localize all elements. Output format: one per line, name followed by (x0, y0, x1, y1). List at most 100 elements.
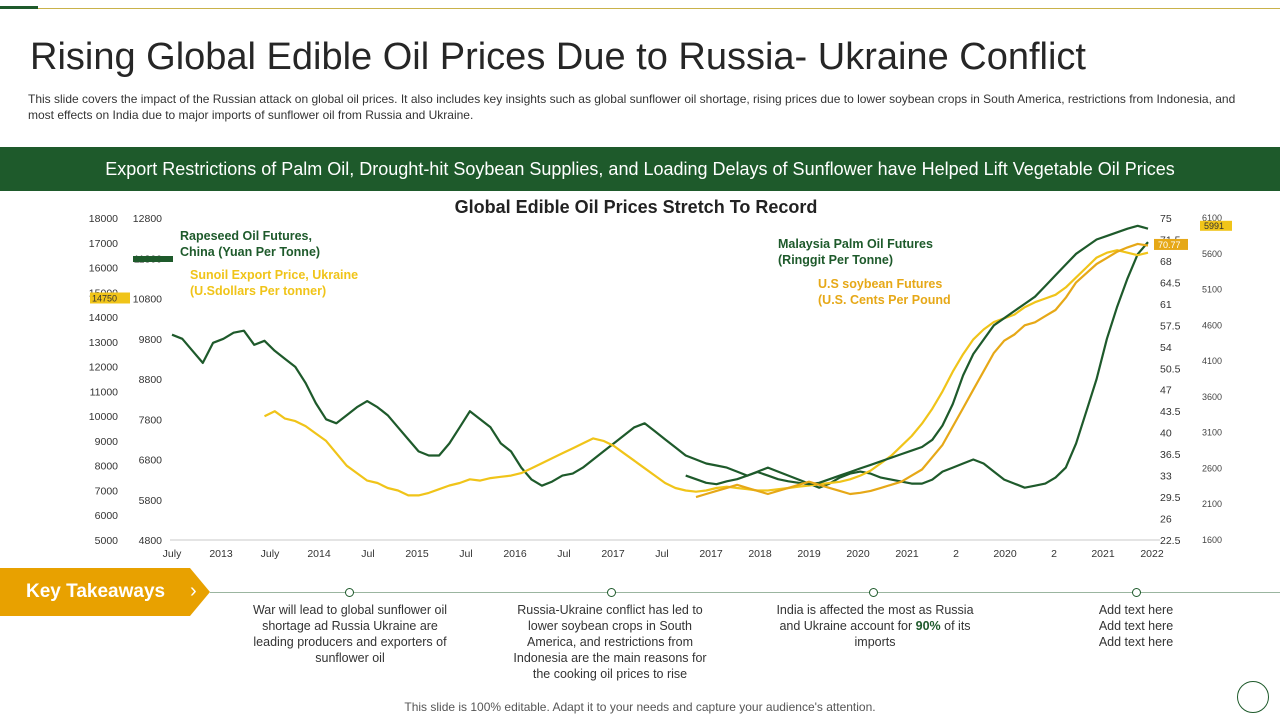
x-tick-label: 2 (953, 548, 959, 560)
series-line (171, 241, 1149, 489)
right-inner-tick-label: 47 (1160, 385, 1172, 397)
left-inner-tick-label: 10800 (133, 294, 162, 306)
series-lines (171, 224, 1149, 499)
right-inner-tick-label: 29.5 (1160, 492, 1181, 504)
timeline-dot (607, 588, 616, 597)
left-inner-tick-label: 8800 (139, 374, 163, 386)
page-description: This slide covers the impact of the Russ… (28, 92, 1236, 122)
takeaway-2: Russia-Ukraine conflict has led to lower… (513, 603, 707, 681)
right-outer-tick-label: 4100 (1202, 356, 1222, 366)
takeaway-3: India is affected the most as Russia and… (776, 603, 974, 649)
right-inner-marker (1154, 238, 1188, 250)
series-line (264, 249, 1149, 497)
left-inner-axis: 128001180010800980088007800680058004800 (133, 213, 162, 547)
highlight-banner: Export Restrictions of Palm Oil, Drought… (0, 147, 1280, 191)
right-inner-tick-label: 36.5 (1160, 449, 1181, 461)
right-outer-marker (1200, 220, 1232, 231)
takeaway-4: Add text here Add text here Add text here (1098, 603, 1174, 649)
chart-title: Global Edible Oil Prices Stretch To Reco… (455, 197, 818, 217)
top-accent (0, 6, 38, 9)
x-tick-label: 2022 (1140, 548, 1164, 560)
chevron-right-icon: › (190, 580, 197, 602)
legend-swatch (133, 256, 173, 262)
x-tick-label: 2020 (993, 548, 1017, 560)
banner-text: Export Restrictions of Palm Oil, Drought… (105, 158, 1175, 179)
timeline-dot (345, 588, 354, 597)
chart-legend: Rapeseed Oil Futures, China (Yuan Per Ton… (133, 229, 951, 307)
left-outer-tick-label: 17000 (89, 238, 118, 250)
timeline-dot (869, 588, 878, 597)
x-tick-label: July (163, 548, 182, 560)
x-axis-ticks: July 2013 July 2014 Jul 2015 Jul 2016 Jul 2017 Jul… (163, 548, 1164, 560)
takeaway-highlight: 90% (915, 619, 941, 633)
right-inner-tick-label: 54 (1160, 342, 1172, 354)
left-outer-tick-label: 12000 (89, 362, 118, 374)
right-outer-tick-label: 2100 (1202, 499, 1222, 509)
axis-markers: 14750 70.77 5991 (90, 220, 1232, 304)
legend-label: U.S soybean Futures (818, 277, 942, 291)
right-inner-tick-label: 43.5 (1160, 406, 1181, 418)
left-outer-tick-label: 14000 (89, 312, 118, 324)
right-inner-tick-label: 50.5 (1160, 363, 1181, 375)
right-outer-tick-label: 2600 (1202, 463, 1222, 473)
right-inner-tick-label: 61 (1160, 299, 1172, 311)
legend-label: (U.Sdollars Per tonner) (190, 284, 326, 298)
key-takeaways-arrow (190, 568, 210, 616)
right-outer-tick-label: 5100 (1202, 285, 1222, 295)
x-tick-label: 2017 (699, 548, 723, 560)
right-outer-axis: 6100 5600 5100 4600 4100 3600 3100 2600 2100 1600 (1202, 213, 1222, 545)
legend-label: (Ringgit Per Tonne) (778, 253, 893, 267)
left-outer-tick-label: 18000 (89, 213, 118, 225)
right-inner-tick-label: 26 (1160, 514, 1172, 526)
x-tick-label: Jul (361, 548, 374, 560)
right-inner-tick-label: 68 (1160, 256, 1172, 268)
left-inner-tick-label: 6800 (139, 455, 163, 467)
left-outer-tick-label: 16000 (89, 263, 118, 275)
left-outer-tick-label: 8000 (95, 461, 119, 473)
right-outer-tick-label: 1600 (1202, 535, 1222, 545)
x-tick-label: 2013 (209, 548, 233, 560)
circle-icon (1237, 681, 1269, 713)
series-line (685, 224, 1149, 486)
legend-label: China (Yuan Per Tonne) (180, 245, 320, 259)
x-tick-label: 2021 (895, 548, 919, 560)
page-title: Rising Global Edible Oil Prices Due to R… (30, 36, 1086, 78)
left-inner-tick-label: 9800 (139, 334, 163, 346)
series-line (695, 242, 1149, 499)
right-inner-tick-label: 57.5 (1160, 320, 1181, 332)
x-tick-label: 2 (1051, 548, 1057, 560)
x-tick-label: July (261, 548, 280, 560)
right-outer-marker-label: 5991 (1204, 221, 1224, 231)
left-outer-tick-label: 7000 (95, 485, 119, 497)
right-inner-tick-label: 33 (1160, 471, 1172, 483)
x-tick-label: Jul (655, 548, 668, 560)
left-outer-tick-label: 6000 (95, 510, 119, 522)
left-outer-tick-label: 11000 (90, 386, 119, 398)
left-outer-marker-label: 14750 (92, 294, 117, 304)
legend-label: Malaysia Palm Oil Futures (778, 237, 933, 251)
legend-label: Sunoil Export Price, Ukraine (190, 268, 358, 282)
x-tick-label: 2017 (601, 548, 625, 560)
right-outer-tick-label: 3600 (1202, 392, 1222, 402)
x-tick-label: 2021 (1091, 548, 1115, 560)
legend-label: (U.S. Cents Per Pound (818, 293, 951, 307)
timeline-dot (1132, 588, 1141, 597)
x-tick-label: 2016 (503, 548, 527, 560)
key-takeaways-label: Key Takeaways (26, 581, 166, 602)
x-tick-label: 2014 (307, 548, 331, 560)
oil-price-chart: Global Edible Oil Prices Stretch To Reco… (89, 197, 1232, 560)
x-tick-label: 2018 (748, 548, 772, 560)
takeaway-1: War will lead to global sunflower oil sh… (252, 603, 448, 665)
left-inner-tick-label: 7800 (139, 414, 163, 426)
left-outer-marker (90, 292, 130, 304)
x-tick-label: Jul (459, 548, 472, 560)
x-tick-label: 2015 (405, 548, 429, 560)
top-rule (0, 8, 1280, 9)
legend-label: Rapeseed Oil Futures, (180, 229, 312, 243)
right-inner-tick-label: 40 (1160, 428, 1172, 440)
x-tick-label: 2019 (797, 548, 821, 560)
footer-note: This slide is 100% editable. Adapt it to… (404, 700, 876, 714)
x-tick-label: Jul (557, 548, 570, 560)
left-outer-tick-label: 10000 (89, 411, 118, 423)
left-outer-axis: 1800017000160001500014000130001200011000… (89, 213, 118, 547)
